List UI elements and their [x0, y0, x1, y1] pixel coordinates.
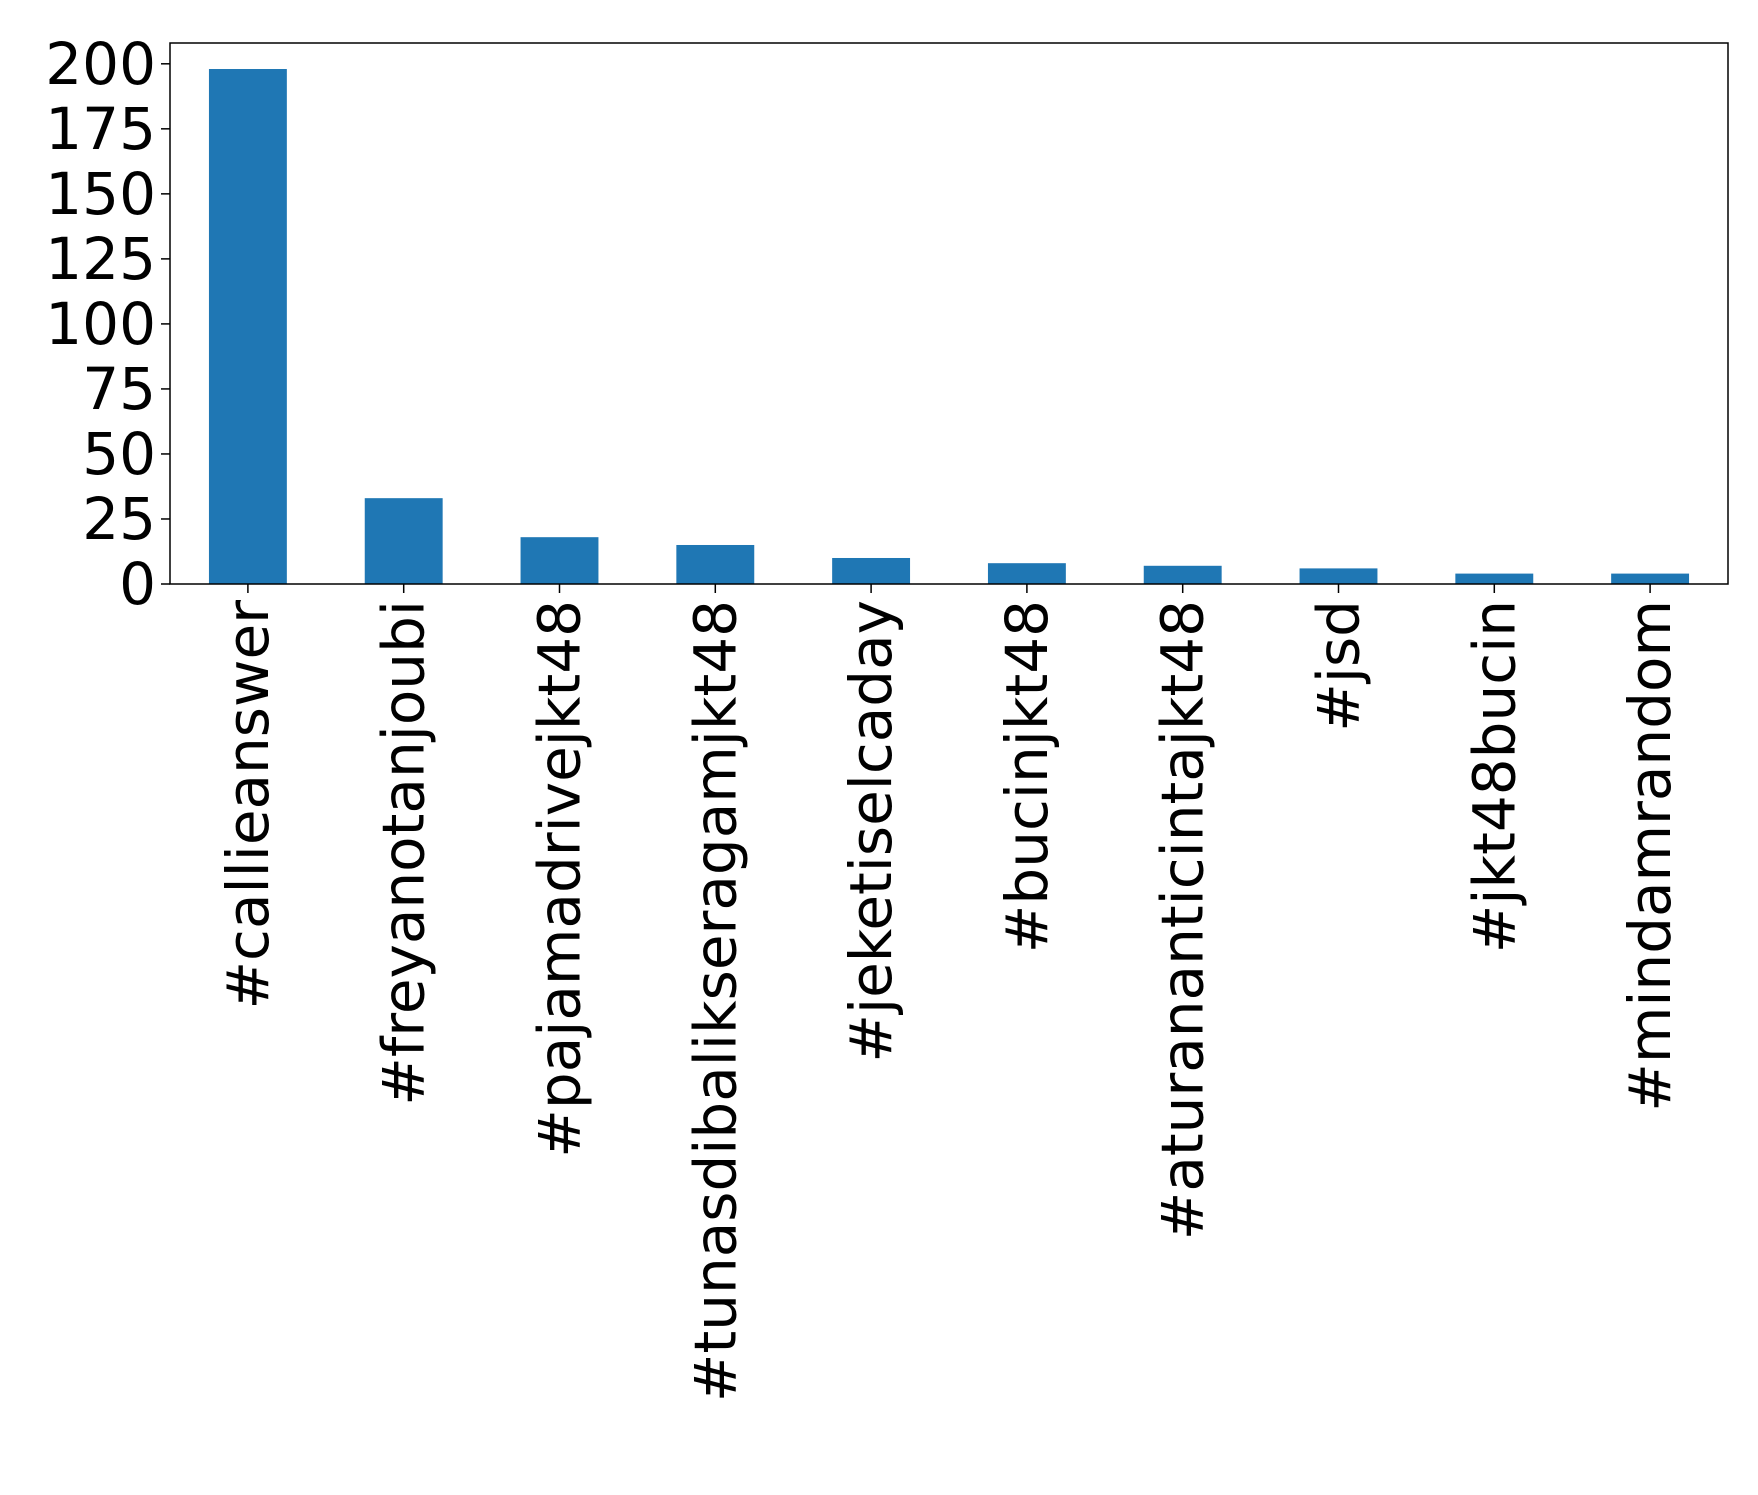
x-tick-label-8: #jkt48bucin	[1460, 600, 1528, 953]
bar-5	[987, 563, 1066, 584]
y-tick-label-3: 75	[82, 355, 156, 423]
y-tick-label-8: 200	[45, 30, 156, 98]
bar-2	[520, 537, 599, 584]
x-tick-label-7: #jsd	[1305, 600, 1373, 732]
bars	[208, 69, 1690, 584]
x-tick-label-6: #aturananticintajkt48	[1149, 600, 1217, 1240]
y-tick-label-0: 0	[119, 550, 156, 618]
bar-4	[832, 557, 911, 584]
x-tick-label-9: #mindamrandom	[1616, 600, 1684, 1112]
y-tick-label-5: 125	[45, 225, 156, 293]
bar-9	[1611, 573, 1690, 584]
y-tick-label-6: 150	[45, 160, 156, 228]
bar-6	[1143, 565, 1222, 584]
y-tick-label-2: 50	[82, 420, 156, 488]
x-tick-label-3: #tunasdibalikseragamjkt48	[681, 600, 749, 1402]
x-axis: #callieanswer #freyanotanjoubi #pajamadriv…	[214, 584, 1684, 1402]
x-tick-label-5: #bucinjkt48	[993, 600, 1061, 953]
bar-7	[1299, 568, 1378, 584]
y-tick-label-4: 100	[45, 290, 156, 358]
x-tick-label-4: #jeketiselcaday	[837, 600, 905, 1063]
y-tick-label-1: 25	[82, 485, 156, 553]
x-tick-label-0: #callieanswer	[214, 600, 282, 1010]
bar-1	[364, 498, 443, 584]
bar-8	[1455, 573, 1534, 584]
plot-area	[170, 43, 1728, 584]
y-tick-label-7: 175	[45, 95, 156, 163]
plot-frame	[169, 42, 1729, 585]
x-tick-label-1: #freyanotanjoubi	[370, 600, 438, 1106]
bar-0	[208, 69, 287, 584]
bar-3	[676, 544, 755, 584]
x-tick-label-2: #pajamadrivejkt48	[526, 600, 594, 1158]
